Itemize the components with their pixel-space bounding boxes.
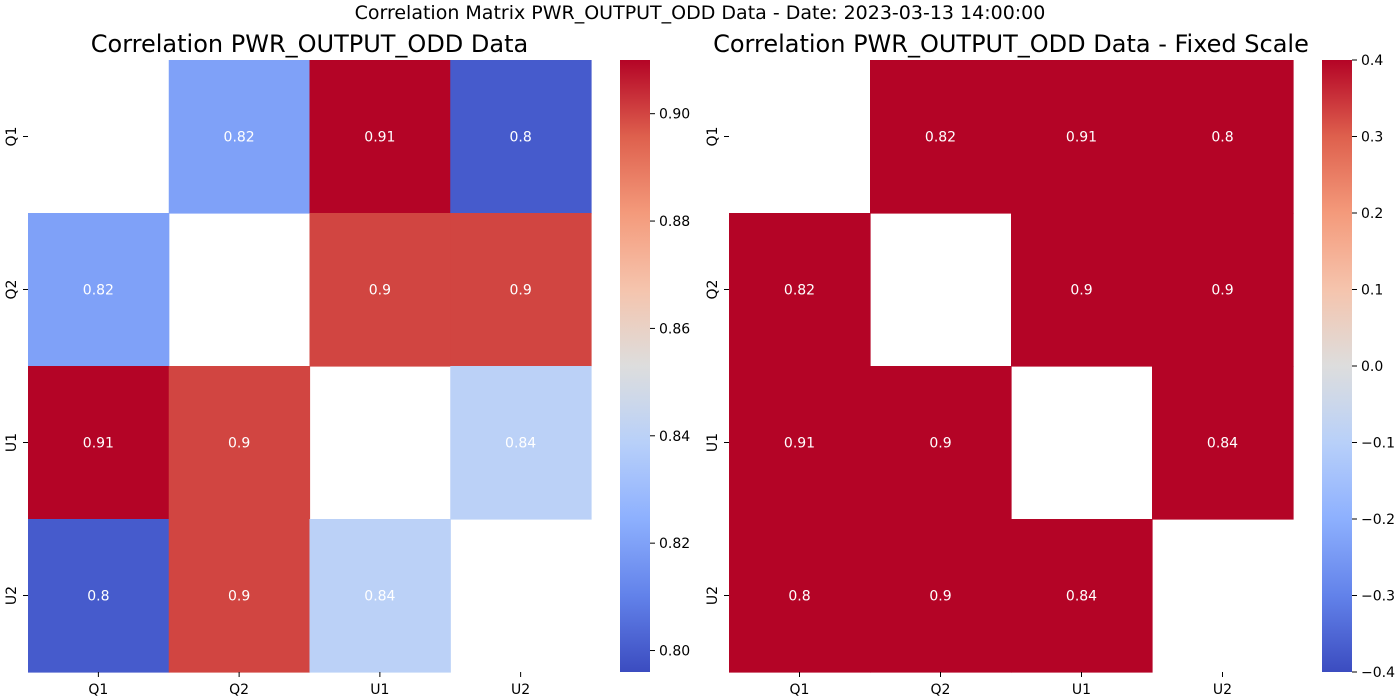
colorbar-tick-label: 0.84 xyxy=(659,429,690,445)
heatmap-cell xyxy=(450,213,592,367)
heatmap-cell xyxy=(870,60,1012,214)
cell-value-label: 0.82 xyxy=(925,130,956,146)
x-tick-label: Q2 xyxy=(931,682,951,698)
colorbar-tick-label: 0.0 xyxy=(1361,359,1383,375)
colorbar-tick-label: 0.4 xyxy=(1361,53,1383,69)
cell-value-label: 0.9 xyxy=(1211,283,1233,299)
colorbar-tick-label: 0.86 xyxy=(659,321,690,337)
y-tick-label: U1 xyxy=(705,433,721,452)
y-tick-label: U2 xyxy=(705,586,721,605)
colorbar-tick-label: 0.90 xyxy=(659,107,690,123)
heatmap-cell xyxy=(729,213,871,367)
heatmap-title: Correlation PWR_OUTPUT_ODD Data xyxy=(91,30,528,58)
heatmap-cell xyxy=(870,519,1012,673)
y-tick-label: Q1 xyxy=(4,127,20,147)
x-tick-label: U1 xyxy=(370,682,389,698)
heatmap-cell xyxy=(309,519,451,673)
colorbar-tick-label: 0.3 xyxy=(1361,130,1383,146)
x-tick-label: U1 xyxy=(1072,682,1091,698)
cell-value-label: 0.82 xyxy=(784,283,815,299)
cell-value-label: 0.9 xyxy=(929,589,951,605)
x-tick-label: Q1 xyxy=(88,682,108,698)
x-tick-label: Q2 xyxy=(229,682,249,698)
cell-value-label: 0.84 xyxy=(1207,436,1238,452)
heatmap-cell xyxy=(168,60,311,214)
colorbar-tick-label: 0.2 xyxy=(1361,206,1383,222)
heatmap-cell xyxy=(309,60,451,214)
y-tick-label: Q2 xyxy=(705,280,721,300)
colorbar-tick-label: 0.1 xyxy=(1361,283,1383,299)
colorbar-tick-label: −0.3 xyxy=(1361,589,1395,605)
cell-value-label: 0.8 xyxy=(509,130,531,146)
heatmap-cell xyxy=(28,213,170,367)
cell-value-label: 0.9 xyxy=(228,436,250,452)
x-tick-label: U2 xyxy=(511,682,530,698)
colorbar xyxy=(1322,60,1352,672)
cell-value-label: 0.91 xyxy=(364,130,395,146)
cell-value-label: 0.8 xyxy=(788,589,810,605)
cell-value-label: 0.91 xyxy=(784,436,815,452)
cell-value-label: 0.9 xyxy=(1070,283,1092,299)
colorbar xyxy=(620,60,650,672)
cell-value-label: 0.8 xyxy=(1211,130,1233,146)
heatmap-cell xyxy=(28,519,170,673)
heatmap-cell xyxy=(450,60,592,214)
cell-value-label: 0.84 xyxy=(364,589,395,605)
heatmap-cell xyxy=(1152,60,1294,214)
colorbar-tick-label: 0.88 xyxy=(659,214,690,230)
y-tick-label: Q2 xyxy=(4,280,20,300)
colorbar-tick-label: −0.1 xyxy=(1361,436,1395,452)
y-tick-label: U1 xyxy=(4,433,20,452)
x-tick-label: Q1 xyxy=(790,682,810,698)
cell-value-label: 0.9 xyxy=(929,436,951,452)
heatmap-cell xyxy=(870,366,1012,520)
cell-value-label: 0.91 xyxy=(83,436,114,452)
heatmap-cell xyxy=(729,366,871,520)
colorbar-tick-label: 0.80 xyxy=(659,644,690,660)
heatmap-panel-right: Correlation PWR_OUTPUT_ODD Data - Fixed … xyxy=(705,30,1395,698)
cell-value-label: 0.84 xyxy=(505,436,536,452)
heatmap-cell xyxy=(1011,519,1153,673)
heatmap-title: Correlation PWR_OUTPUT_ODD Data - Fixed … xyxy=(713,30,1309,58)
heatmap-cell xyxy=(729,519,871,673)
heatmap-cell xyxy=(168,366,311,520)
colorbar-tick-label: 0.82 xyxy=(659,536,690,552)
colorbar-tick-label: −0.2 xyxy=(1361,512,1395,528)
x-tick-label: U2 xyxy=(1213,682,1232,698)
cell-value-label: 0.9 xyxy=(228,589,250,605)
colorbar-tick-label: −0.4 xyxy=(1361,665,1395,681)
heatmap-cell xyxy=(1152,213,1294,367)
heatmap-cell xyxy=(1152,366,1294,520)
heatmap-cell xyxy=(168,519,311,673)
cell-value-label: 0.84 xyxy=(1066,589,1097,605)
cell-value-label: 0.91 xyxy=(1066,130,1097,146)
cell-value-label: 0.9 xyxy=(369,283,391,299)
cell-value-label: 0.82 xyxy=(83,283,114,299)
heatmap-panel-left: Correlation PWR_OUTPUT_ODD Data 0.82 0.91 0… xyxy=(4,30,690,698)
heatmap-cell xyxy=(450,366,592,520)
heatmap-cell xyxy=(1011,60,1153,214)
cell-value-label: 0.9 xyxy=(509,283,531,299)
y-tick-label: Q1 xyxy=(705,127,721,147)
cell-value-label: 0.8 xyxy=(87,589,109,605)
y-tick-label: U2 xyxy=(4,586,20,605)
heatmap-cell xyxy=(28,366,170,520)
heatmap-cell xyxy=(309,213,451,367)
heatmap-cell xyxy=(1011,213,1153,367)
figure-suptitle: Correlation Matrix PWR_OUTPUT_ODD Data -… xyxy=(354,2,1046,24)
cell-value-label: 0.82 xyxy=(224,130,255,146)
